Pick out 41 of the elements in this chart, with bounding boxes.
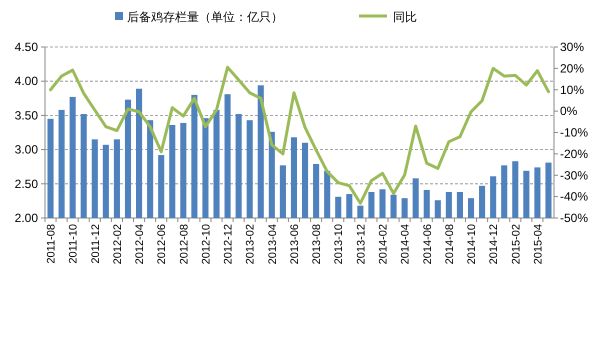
y2-tick-label: 0% — [560, 104, 578, 118]
y2-tick-label: 30% — [560, 40, 584, 54]
y2-tick-label: -20% — [560, 146, 588, 161]
y-tick-label: 3.00 — [14, 142, 38, 157]
x-tick-label: 2014-08 — [444, 224, 456, 264]
x-tick-label: 2014-06 — [422, 224, 434, 264]
x-tick-label: 2011-10 — [68, 224, 80, 264]
y-tick-label: 2.50 — [14, 176, 38, 191]
x-tick-label: 2011-08 — [46, 224, 58, 264]
x-tick-label: 2012-02 — [112, 224, 124, 264]
x-tick-label: 2014-12 — [488, 224, 500, 264]
y2-tick-label: -30% — [560, 168, 588, 182]
legend-label: 同比 — [393, 10, 417, 24]
legend-label: 后备鸡存栏量（单位：亿只） — [127, 10, 283, 24]
y-tick-label: 3.50 — [14, 108, 38, 122]
y2-tick-label: 10% — [560, 82, 584, 97]
x-tick-label: 2012-12 — [222, 224, 235, 264]
y2-tick-label: -40% — [560, 190, 588, 204]
x-tick-label: 2015-02 — [510, 224, 522, 264]
x-tick-label: 2013-08 — [311, 224, 324, 264]
x-tick-label: 2013-06 — [288, 224, 301, 264]
x-tick-label: 2014-10 — [466, 224, 478, 264]
y-tick-label: 2.00 — [14, 211, 38, 225]
x-tick-label: 2012-10 — [200, 224, 212, 264]
x-tick-label: 2014-04 — [400, 224, 412, 264]
x-tick-label: 2014-02 — [377, 224, 390, 264]
x-tick-label: 2012-08 — [178, 224, 190, 264]
x-tick-label: 2013-02 — [244, 224, 257, 264]
y2-tick-label: -50% — [560, 211, 588, 225]
x-tick-label: 2011-12 — [90, 224, 102, 264]
x-tick-label: 2013-12 — [355, 224, 368, 264]
x-tick-label: 2012-06 — [156, 224, 168, 264]
x-tick-label: 2012-04 — [134, 224, 146, 264]
y-tick-label: 4.50 — [14, 40, 38, 54]
x-tick-label: 2013-10 — [333, 224, 346, 264]
y2-tick-label: 20% — [560, 61, 584, 76]
y2-tick-label: -10% — [560, 126, 588, 140]
x-tick-label: 2015-04 — [532, 224, 544, 264]
x-tick-label: 2013-04 — [266, 224, 279, 264]
line-series — [49, 66, 550, 205]
y-tick-label: 4.00 — [14, 74, 38, 88]
